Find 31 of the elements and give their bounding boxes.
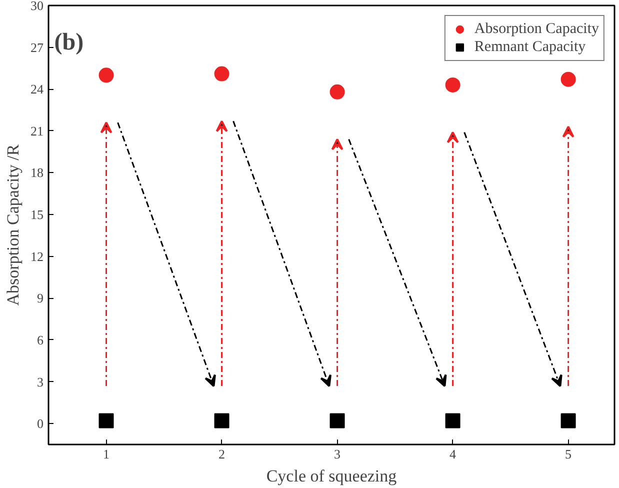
point — [214, 66, 230, 82]
annotation: (b) — [54, 30, 84, 56]
x-tick-label: 4 — [450, 446, 457, 462]
point — [560, 72, 576, 87]
y-tick-label: 30 — [30, 0, 44, 13]
x-tick-label: 5 — [565, 446, 572, 462]
point — [560, 413, 576, 428]
y-tick-label: 21 — [30, 123, 44, 138]
x-tick-label: 3 — [334, 446, 341, 462]
y-tick-label: 12 — [30, 248, 44, 264]
x-tick-label: 2 — [218, 446, 226, 462]
y-tick-label: 15 — [30, 207, 44, 222]
point — [445, 77, 460, 92]
point — [98, 413, 114, 428]
point — [98, 68, 114, 83]
y-tick-label: 18 — [30, 165, 44, 180]
x-axis-title: Cycle of squeezing — [266, 466, 398, 486]
point — [445, 413, 460, 428]
x-tick-label: 1 — [103, 446, 110, 462]
legend-label: Remnant Capacity — [474, 38, 586, 56]
legend-label: Absorption Capacity — [474, 20, 599, 38]
y-tick-label: 24 — [30, 82, 44, 97]
y-tick-label: 0 — [37, 416, 44, 432]
y-axis-title: Absorption Capacity /R — [4, 144, 22, 306]
point — [330, 413, 345, 428]
y-tick-label: 27 — [30, 40, 44, 55]
y-tick-label: 9 — [37, 290, 44, 306]
y-tick-label: 6 — [37, 332, 44, 348]
point — [330, 84, 345, 100]
y-tick-label: 3 — [37, 374, 44, 390]
point — [214, 413, 230, 428]
